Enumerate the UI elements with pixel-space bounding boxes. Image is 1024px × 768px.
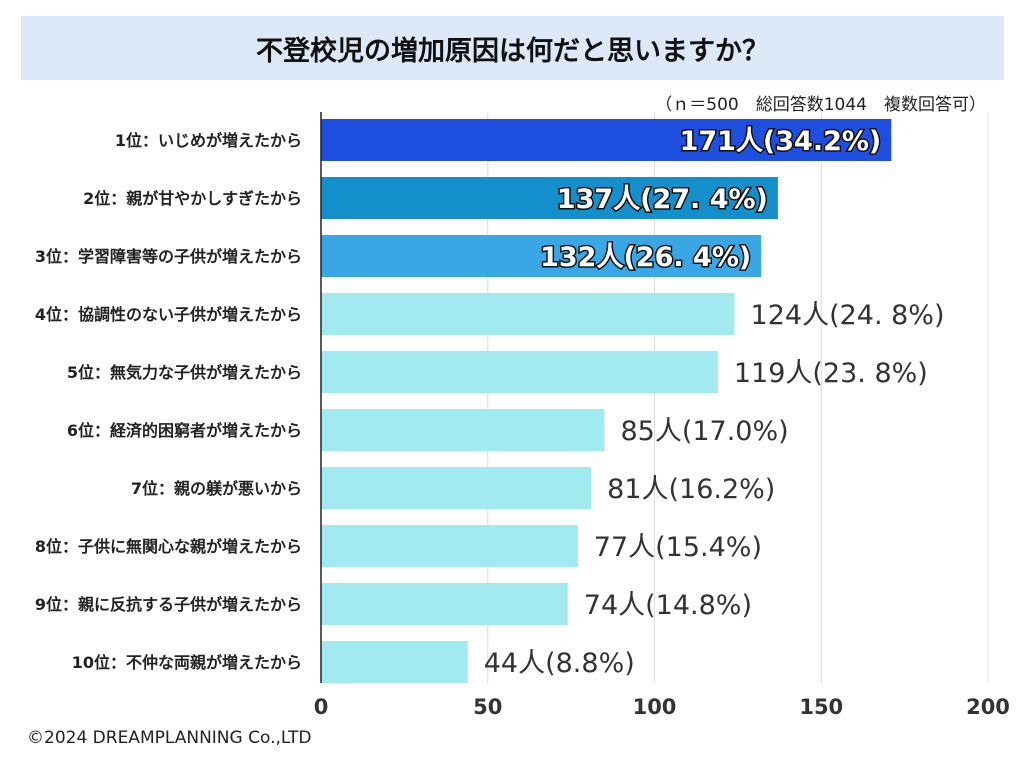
x-tick-label: 0 <box>314 695 329 719</box>
survey-note: （ｎ＝500 総回答数1044 複数回答可） <box>655 95 986 115</box>
bar <box>321 177 778 219</box>
bar <box>321 583 568 625</box>
category-label: 8位：子供に無関心な親が増えたから <box>35 537 302 556</box>
data-label: 137人(27. 4%) <box>557 184 768 215</box>
category-label: 2位：親が甘やかしすぎたから <box>83 189 302 208</box>
category-label: 9位：親に反抗する子供が増えたから <box>35 595 302 614</box>
x-tick-label: 150 <box>799 695 843 719</box>
bar <box>321 293 735 335</box>
data-label: 119人(23. 8%) <box>734 358 928 389</box>
data-label: 77人(15.4%) <box>594 532 762 563</box>
bar <box>321 409 605 451</box>
bar <box>321 235 762 277</box>
chart-title: 不登校児の増加原因は何だと思いますか？ <box>21 16 1004 80</box>
category-label: 5位：無気力な子供が増えたから <box>67 363 302 382</box>
bar <box>321 467 592 509</box>
data-label: 124人(24. 8%) <box>751 300 945 331</box>
bar <box>321 351 718 393</box>
bar <box>321 119 892 161</box>
x-tick-label: 200 <box>966 695 1010 719</box>
data-label: 85人(17.0%) <box>620 416 788 447</box>
bar <box>321 641 468 683</box>
data-label: 74人(14.8%) <box>584 590 752 621</box>
x-tick-label: 50 <box>473 695 502 719</box>
category-label: 10位：不仲な両親が増えたから <box>72 653 302 672</box>
data-label: 81人(16.2%) <box>607 474 775 505</box>
category-label: 1位：いじめが増えたから <box>115 131 302 150</box>
data-label: 44人(8.8%) <box>484 648 635 679</box>
copyright: ©2024 DREAMPLANNING Co.,LTD <box>27 728 312 748</box>
category-label: 7位：親の躾が悪いから <box>131 479 302 498</box>
x-tick-label: 100 <box>633 695 677 719</box>
data-label: 171人(34.2%) <box>680 126 882 157</box>
bar <box>321 525 578 567</box>
data-label: 132人(26. 4%) <box>540 242 751 273</box>
category-label: 4位：協調性のない子供が増えたから <box>35 305 302 324</box>
category-label: 6位：経済的困窮者が増えたから <box>67 421 302 440</box>
category-label: 3位：学習障害等の子供が増えたから <box>35 247 302 266</box>
